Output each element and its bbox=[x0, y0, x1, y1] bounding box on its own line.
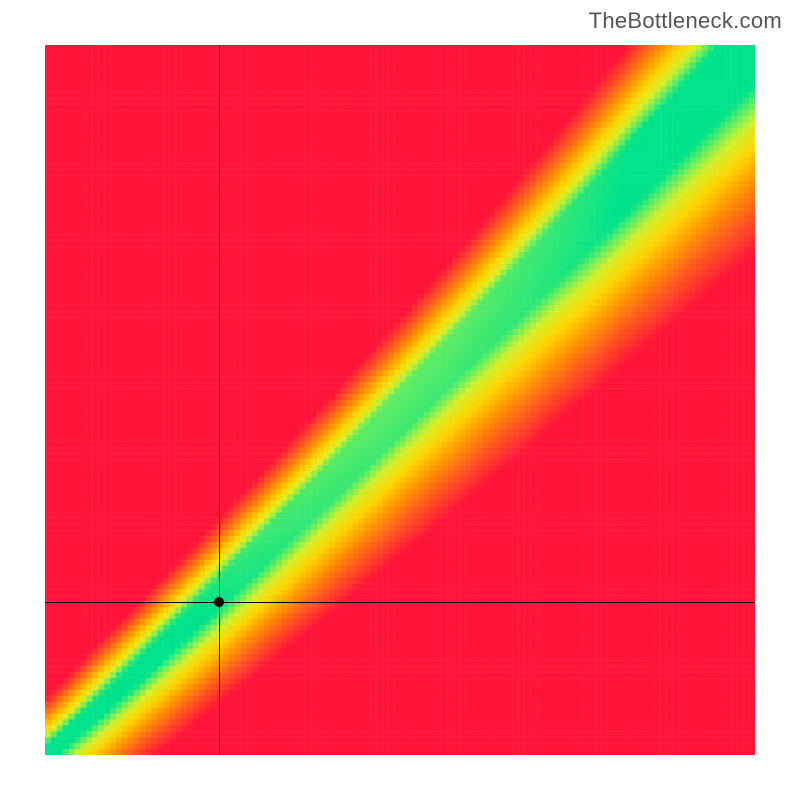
heatmap-canvas bbox=[45, 45, 755, 755]
crosshair-horizontal bbox=[45, 602, 755, 603]
watermark-text: TheBottleneck.com bbox=[589, 8, 782, 34]
crosshair-marker-dot bbox=[214, 597, 224, 607]
heatmap-plot bbox=[45, 45, 755, 755]
crosshair-vertical bbox=[219, 45, 220, 755]
